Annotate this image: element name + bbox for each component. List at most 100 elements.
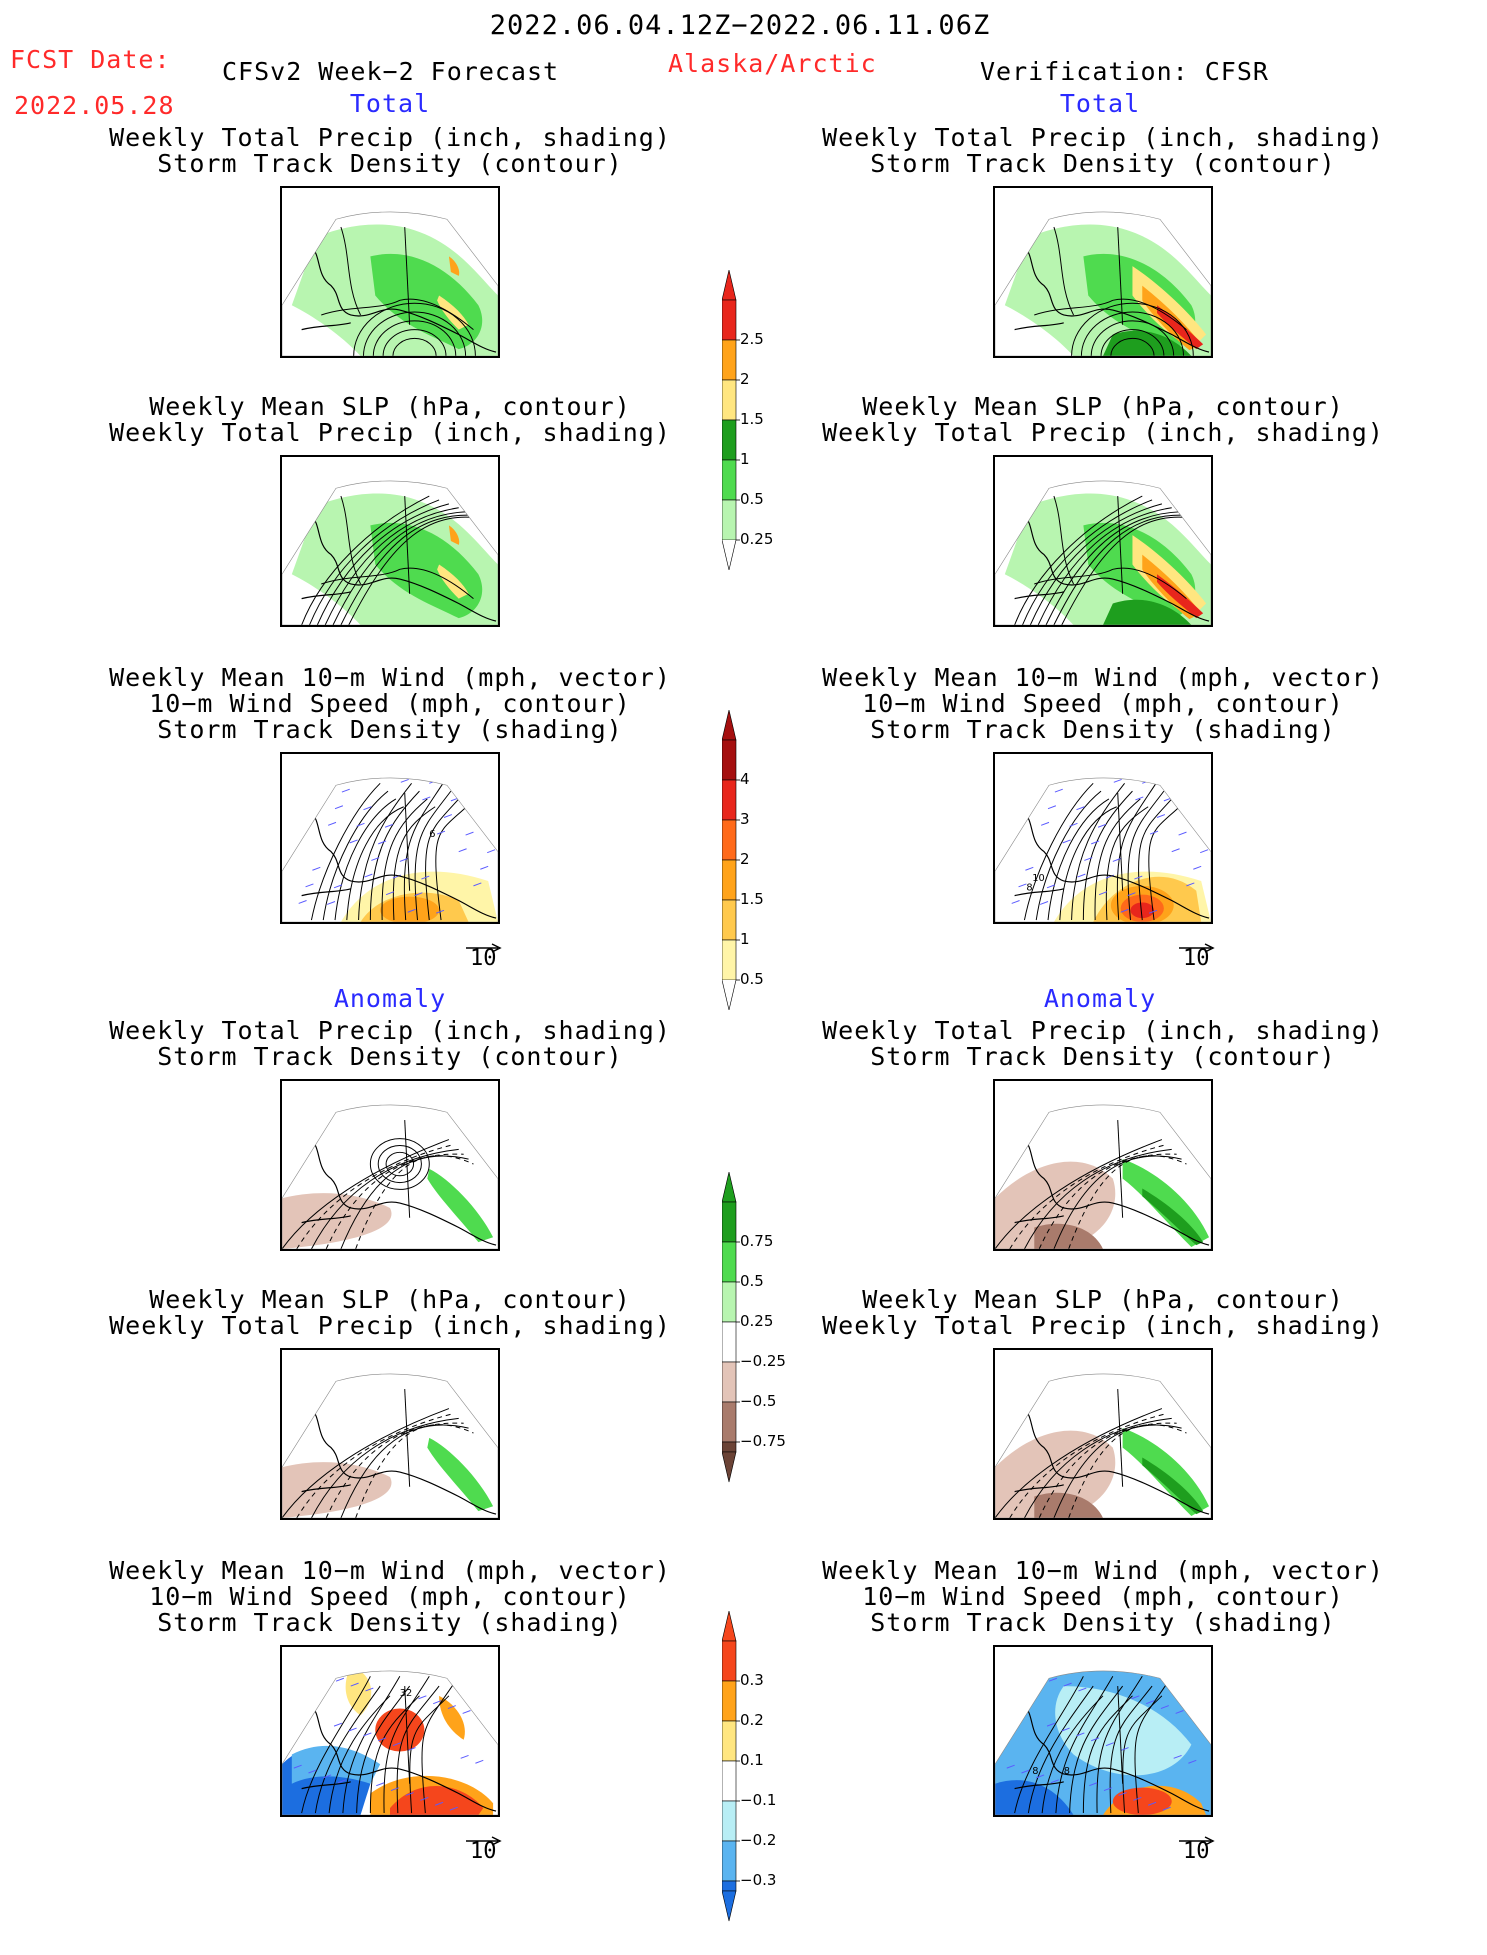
colorbar-tick-label-storm_total-3: 1.5 (740, 890, 764, 908)
panel-title-right-1-1: Weekly Total Precip (inch, shading) (822, 418, 1384, 447)
vector-scale-arrow-right-5 (1177, 1831, 1217, 1850)
colorbar-tick-label-precip_total-0: 2.5 (740, 330, 764, 348)
map-panel-right-aprecip (993, 1079, 1213, 1251)
panel-title-left-0-0: Weekly Total Precip (inch, shading) (109, 123, 671, 152)
contour-label-left_wind_total: 6 (429, 829, 435, 840)
colorbar-tick-label-precip_total-3: 1 (740, 450, 750, 468)
vector-scale-label-right-2: 10 (1183, 946, 1210, 971)
map-plot-right-wind: 108 (995, 754, 1211, 922)
map-plot-right-slp (995, 457, 1211, 625)
panel-title-left-5-1: 10−m Wind Speed (mph, contour) (149, 1582, 631, 1611)
panel-title-left-3-1: Storm Track Density (contour) (157, 1042, 623, 1071)
colorbar-tick-label-precip_anom-2: 0.25 (740, 1312, 774, 1330)
map-plot-right-aslp (995, 1350, 1211, 1518)
panel-title-right-1-0: Weekly Mean SLP (hPa, contour) (862, 392, 1344, 421)
panel-title-left-4-0: Weekly Mean SLP (hPa, contour) (149, 1285, 631, 1314)
contour-label-left_wind_anom: 32 (400, 1688, 412, 1699)
panel-title-left-1-1: Weekly Total Precip (inch, shading) (109, 418, 671, 447)
map-plot-left-aprecip (282, 1081, 498, 1249)
colorbar-tick-label-storm_total-4: 1 (740, 930, 750, 948)
colorbar-precip_anom: 0.75 0.5 0.25 −0.25 −0.5 −0.75 (721, 1171, 786, 1516)
fcst-date-value: 2022.05.28 (14, 91, 175, 120)
panel-title-left-0-1: Storm Track Density (contour) (157, 149, 623, 178)
map-plot-left-precip (282, 188, 498, 356)
colorbar-tick-label-precip_total-4: 0.5 (740, 490, 764, 508)
vector-scale-label-left-5: 10 (470, 1839, 497, 1864)
panel-title-left-5-2: Storm Track Density (shading) (157, 1608, 623, 1637)
section-anomaly-left: Anomaly (333, 984, 447, 1013)
panel-title-left-3-0: Weekly Total Precip (inch, shading) (109, 1016, 671, 1045)
section-total-right: Total (1059, 89, 1141, 118)
vector-scale-arrow-left-5 (464, 1831, 504, 1850)
verification-title: Verification: CFSR (980, 57, 1269, 86)
colorbar-precip_total: 2.5 2 1.5 1 0.5 0.25 (721, 269, 782, 574)
colorbar-tick-label-precip_total-1: 2 (740, 370, 750, 388)
panel-title-left-5-0: Weekly Mean 10−m Wind (mph, vector) (109, 1556, 671, 1585)
panel-title-right-5-0: Weekly Mean 10−m Wind (mph, vector) (822, 1556, 1384, 1585)
panel-title-left-2-1: 10−m Wind Speed (mph, contour) (149, 689, 631, 718)
panel-title-right-3-1: Storm Track Density (contour) (870, 1042, 1336, 1071)
colorbar-tick-label-storm_total-5: 0.5 (740, 970, 764, 988)
colorbar-tick-label-storm_anom-2: 0.1 (740, 1751, 764, 1769)
map-plot-left-aslp (282, 1350, 498, 1518)
map-plot-right-aprecip (995, 1081, 1211, 1249)
region-title: Alaska/Arctic (668, 49, 877, 78)
colorbar-tick-label-storm_anom-1: 0.2 (740, 1711, 764, 1729)
section-total-left: Total (349, 89, 431, 118)
colorbar-tick-label-storm_anom-3: −0.1 (740, 1791, 777, 1809)
map-panel-left-awind: 32 (280, 1645, 500, 1817)
map-plot-left-wind: 6 (282, 754, 498, 922)
section-anomaly-right: Anomaly (1043, 984, 1157, 1013)
panel-title-right-4-0: Weekly Mean SLP (hPa, contour) (862, 1285, 1344, 1314)
vector-scale-label-right-5: 10 (1183, 1839, 1210, 1864)
fcst-date-label: FCST Date: (10, 45, 171, 74)
contour-label-right_wind_total_b: 8 (1026, 883, 1032, 894)
map-panel-left-slp (280, 455, 500, 627)
map-panel-left-aslp (280, 1348, 500, 1520)
colorbar-tick-label-precip_total-5: 0.25 (740, 530, 774, 548)
vector-scale-label-left-2: 10 (470, 946, 497, 971)
map-panel-right-wind: 10 8 (993, 752, 1213, 924)
colorbar-storm_total: 4 3 2 1.5 1 0.5 (721, 709, 782, 1014)
panel-title-left-2-2: Storm Track Density (shading) (157, 715, 623, 744)
panel-title-right-2-1: 10−m Wind Speed (mph, contour) (862, 689, 1344, 718)
panel-title-left-1-0: Weekly Mean SLP (hPa, contour) (149, 392, 631, 421)
colorbar-tick-label-precip_anom-0: 0.75 (740, 1232, 774, 1250)
map-panel-left-wind: 6 (280, 752, 500, 924)
panel-title-right-5-2: Storm Track Density (shading) (870, 1608, 1336, 1637)
map-panel-left-precip (280, 186, 500, 358)
map-plot-right-precip (995, 188, 1211, 356)
colorbar-tick-label-storm_total-0: 4 (740, 770, 750, 788)
panel-title-left-4-1: Weekly Total Precip (inch, shading) (109, 1311, 671, 1340)
vector-scale-arrow-left-2 (464, 938, 504, 957)
contour-label-right_wind_anom_b: 8 (1064, 1766, 1070, 1777)
model-title: CFSv2 Week−2 Forecast (222, 57, 560, 86)
colorbar-tick-label-precip_anom-3: −0.25 (740, 1352, 786, 1370)
colorbar-tick-label-storm_anom-0: 0.3 (740, 1671, 764, 1689)
forecast-period: 2022.06.04.12Z−2022.06.11.06Z (489, 10, 991, 41)
vector-scale-arrow-right-2 (1177, 938, 1217, 957)
panel-title-right-0-0: Weekly Total Precip (inch, shading) (822, 123, 1384, 152)
colorbar-tick-label-precip_total-2: 1.5 (740, 410, 764, 428)
panel-title-left-2-0: Weekly Mean 10−m Wind (mph, vector) (109, 663, 671, 692)
colorbar-tick-label-precip_anom-1: 0.5 (740, 1272, 764, 1290)
map-plot-left-awind: 32 (282, 1647, 498, 1815)
colorbar-tick-label-storm_anom-5: −0.3 (740, 1871, 777, 1889)
colorbar-storm_anom: 0.3 0.2 0.1 −0.1 −0.2 −0.3 (721, 1610, 782, 1955)
panel-title-right-5-1: 10−m Wind Speed (mph, contour) (862, 1582, 1344, 1611)
panel-title-right-2-0: Weekly Mean 10−m Wind (mph, vector) (822, 663, 1384, 692)
colorbar-tick-label-storm_anom-4: −0.2 (740, 1831, 777, 1849)
colorbar-tick-label-precip_anom-5: −0.75 (740, 1432, 786, 1450)
panel-title-right-0-1: Storm Track Density (contour) (870, 149, 1336, 178)
contour-label-right_wind_anom_a: 8 (1032, 1766, 1038, 1777)
contour-label-right_wind_total_a: 10 (1032, 873, 1044, 884)
panel-title-right-4-1: Weekly Total Precip (inch, shading) (822, 1311, 1384, 1340)
map-panel-right-precip (993, 186, 1213, 358)
map-panel-right-aslp (993, 1348, 1213, 1520)
colorbar-tick-label-storm_total-2: 2 (740, 850, 750, 868)
panel-title-right-3-0: Weekly Total Precip (inch, shading) (822, 1016, 1384, 1045)
panel-title-right-2-2: Storm Track Density (shading) (870, 715, 1336, 744)
colorbar-tick-label-precip_anom-4: −0.5 (740, 1392, 777, 1410)
